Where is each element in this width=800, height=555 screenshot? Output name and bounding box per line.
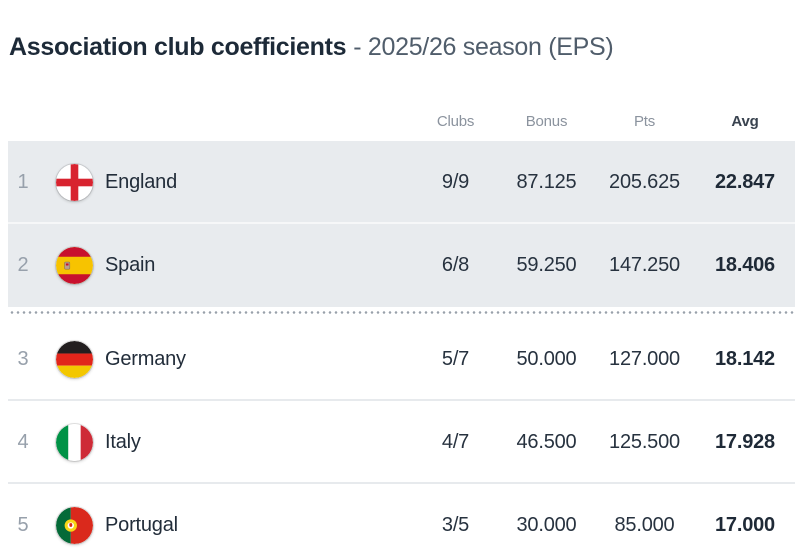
pts-value: 147.250 <box>609 254 680 276</box>
avg-value: 18.142 <box>715 348 775 370</box>
bonus-value: 50.000 <box>516 348 577 370</box>
country-name: Italy <box>105 431 141 453</box>
bonus-value: 30.000 <box>516 514 577 536</box>
country-name: Spain <box>105 254 156 276</box>
qualified-zone: 1 England 9/9 87.125 205.625 22.847 2 Sp… <box>8 141 795 307</box>
bonus-value: 46.500 <box>516 431 577 453</box>
table-row[interactable]: 5 Portugal 3/5 30.000 85.000 17.000 <box>8 484 795 555</box>
germany-flag-icon <box>56 341 93 378</box>
italy-flag-icon <box>56 424 93 461</box>
pts-value: 125.500 <box>609 431 680 453</box>
page-title-main: Association club coefficients <box>9 33 347 61</box>
rank-number: 5 <box>17 514 29 536</box>
table-row[interactable]: 2 Spain 6/8 59.250 147.250 18.406 <box>8 224 795 307</box>
avg-value: 22.847 <box>715 171 775 193</box>
rank-number: 3 <box>17 348 29 370</box>
page-title-season: - 2025/26 season (EPS) <box>353 33 614 61</box>
coefficients-table: Clubs Bonus Pts Avg 1 England 9/9 87.125… <box>8 108 795 555</box>
avg-value: 17.928 <box>715 431 775 453</box>
rank-number: 4 <box>17 431 29 453</box>
country-name: England <box>105 171 177 193</box>
page-title: Association club coefficients - 2025/26 s… <box>9 33 614 62</box>
avg-value: 17.000 <box>715 514 775 536</box>
pts-value: 127.000 <box>609 348 680 370</box>
portugal-flag-icon <box>56 507 93 544</box>
spain-flag-icon <box>56 247 93 284</box>
clubs-value: 9/9 <box>441 171 470 193</box>
pts-value: 85.000 <box>614 514 675 536</box>
qualification-cutoff-dotted-separator <box>8 307 795 318</box>
rank-number: 1 <box>17 171 29 193</box>
clubs-value: 3/5 <box>441 514 470 536</box>
table-row[interactable]: 3 Germany 5/7 50.000 127.000 18.142 <box>8 318 795 401</box>
country-name: Portugal <box>105 514 178 536</box>
column-header-pts: Pts <box>633 112 656 130</box>
clubs-value: 4/7 <box>441 431 470 453</box>
clubs-value: 6/8 <box>441 254 470 276</box>
clubs-value: 5/7 <box>441 348 470 370</box>
column-header-clubs: Clubs <box>436 112 475 130</box>
table-header-row: Clubs Bonus Pts Avg <box>8 108 795 134</box>
bonus-value: 59.250 <box>516 254 577 276</box>
table-row[interactable]: 4 Italy 4/7 46.500 125.500 17.928 <box>8 401 795 484</box>
regular-zone: 3 Germany 5/7 50.000 127.000 18.142 4 It… <box>8 318 795 555</box>
country-name: Germany <box>105 348 186 370</box>
pts-value: 205.625 <box>609 171 680 193</box>
rank-number: 2 <box>17 254 29 276</box>
england-flag-icon <box>56 164 93 201</box>
bonus-value: 87.125 <box>516 171 577 193</box>
column-header-avg: Avg <box>731 112 759 130</box>
column-header-bonus: Bonus <box>525 112 568 130</box>
avg-value: 18.406 <box>715 254 775 276</box>
table-row[interactable]: 1 England 9/9 87.125 205.625 22.847 <box>8 141 795 224</box>
